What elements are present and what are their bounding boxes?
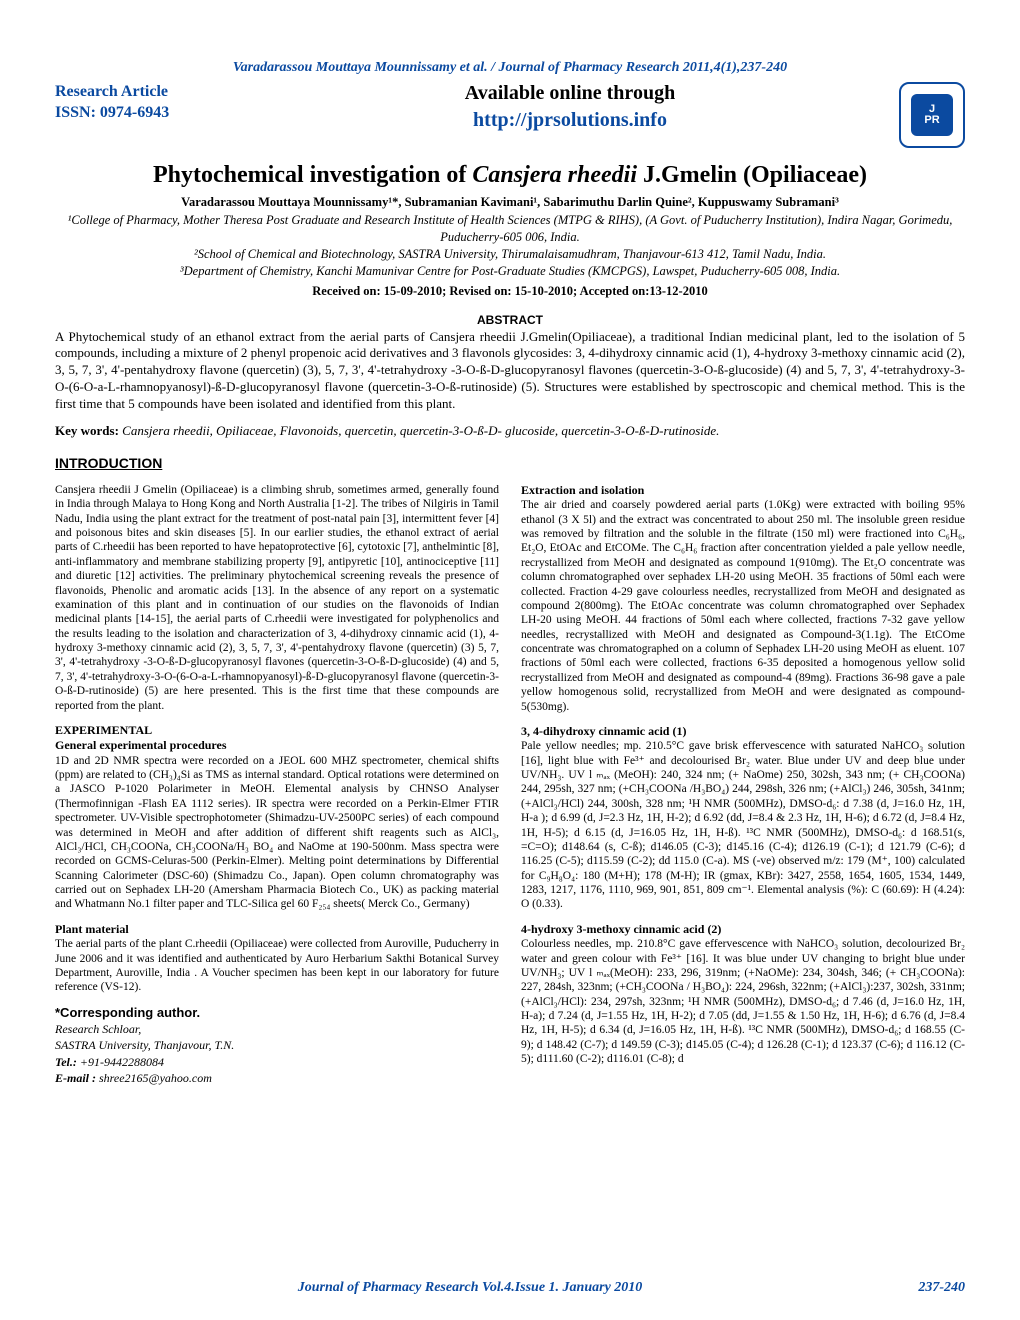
paper-title: Phytochemical investigation of Cansjera … — [55, 162, 965, 189]
affiliation-1: ¹College of Pharmacy, Mother Theresa Pos… — [55, 212, 965, 246]
extraction-heading: Extraction and isolation — [521, 483, 644, 497]
corr-line-2: SASTRA University, Thanjavour, T.N. — [55, 1038, 234, 1052]
abstract-body: A Phytochemical study of an ethanol extr… — [55, 329, 965, 413]
corr-line-1: Research Schloar, — [55, 1022, 141, 1036]
compound-2-heading: 4-hydroxy 3-methoxy cinnamic acid (2) — [521, 922, 721, 936]
footer-page-range: 237-240 — [885, 1280, 965, 1296]
logo-text-bottom: PR — [924, 115, 939, 126]
corr-tel: +91-9442288084 — [77, 1055, 164, 1069]
online-block: Available online through http://jprsolut… — [255, 82, 885, 132]
keywords-label: Key words: — [55, 423, 119, 438]
corr-email-label: E-mail : — [55, 1071, 96, 1085]
logo-wrap: J PR — [885, 82, 965, 148]
footer-journal-line: Journal of Pharmacy Research Vol.4.Issue… — [55, 1280, 885, 1296]
extraction-body: The air dried and coarsely powdered aeri… — [521, 499, 965, 712]
affiliation-3: ³Department of Chemistry, Kanchi Mamuniv… — [55, 263, 965, 280]
intro-paragraph: Cansjera rheedii J Gmelin (Opiliaceae) i… — [55, 483, 499, 713]
general-procedures-body: 1D and 2D NMR spectra were recorded on a… — [55, 755, 499, 911]
available-online-label: Available online through — [255, 82, 885, 105]
running-header: Varadarassou Mouttaya Mounnissamy et al.… — [55, 60, 965, 76]
corr-tel-label: Tel.: — [55, 1055, 77, 1069]
compound-1-body: Pale yellow needles; mp. 210.5°C gave br… — [521, 740, 965, 910]
article-dates: Received on: 15-09-2010; Revised on: 15-… — [55, 284, 965, 299]
title-prefix: Phytochemical investigation of — [153, 162, 472, 188]
introduction-heading: INTRODUCTION — [55, 455, 965, 471]
plant-material-body: The aerial parts of the plant C.rheedii … — [55, 938, 499, 993]
journal-logo-icon: J PR — [899, 82, 965, 148]
keywords-body: Cansjera rheedii, Opiliaceae, Flavonoids… — [119, 423, 720, 438]
compound-1-heading: 3, 4-dihydroxy cinnamic acid (1) — [521, 724, 686, 738]
title-suffix: J.Gmelin (Opiliaceae) — [637, 162, 867, 188]
research-article-label: Research Article — [55, 82, 255, 103]
title-species: Cansjera rheedii — [472, 162, 637, 188]
compound-2-body: Colourless needles, mp. 210.8°C gave eff… — [521, 938, 965, 1065]
plant-material-heading: Plant material — [55, 922, 129, 936]
abstract-heading: ABSTRACT — [55, 313, 965, 327]
journal-url[interactable]: http://jprsolutions.info — [255, 109, 885, 132]
affiliation-2: ²School of Chemical and Biotechnology, S… — [55, 246, 965, 263]
article-type-block: Research Article ISSN: 0974-6943 — [55, 82, 255, 124]
keywords-line: Key words: Cansjera rheedii, Opiliaceae,… — [55, 423, 965, 439]
author-line: Varadarassou Mouttaya Mounnissamy¹*, Sub… — [55, 195, 965, 210]
page-footer: Journal of Pharmacy Research Vol.4.Issue… — [55, 1280, 965, 1296]
top-row: Research Article ISSN: 0974-6943 Availab… — [55, 82, 965, 148]
issn-label: ISSN: 0974-6943 — [55, 103, 255, 124]
body-two-column: Cansjera rheedii J Gmelin (Opiliaceae) i… — [55, 483, 965, 1097]
corresponding-author-heading: *Corresponding author. — [55, 1005, 200, 1020]
corr-email: shree2165@yahoo.com — [96, 1071, 212, 1085]
experimental-heading: EXPERIMENTAL — [55, 723, 152, 737]
general-procedures-heading: General experimental procedures — [55, 738, 227, 752]
